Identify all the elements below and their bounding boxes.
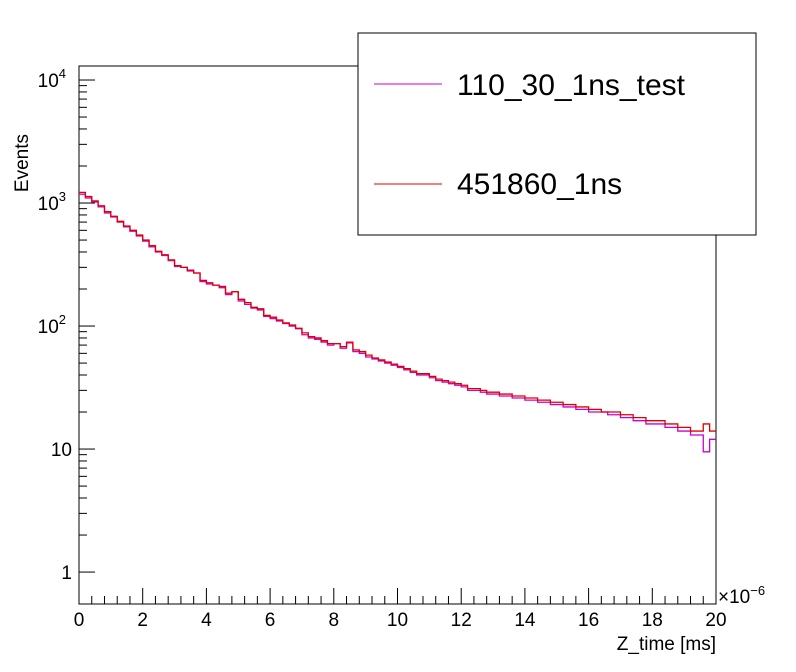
- legend-label-451860_1ns: 451860_1ns: [457, 168, 622, 201]
- x-tick-label: 18: [642, 610, 663, 631]
- y-tick-label: 10: [51, 440, 72, 461]
- y-tick-label: 104: [38, 66, 66, 92]
- x-tick-label: 0: [74, 610, 85, 631]
- series-451860_1ns: [79, 191, 716, 432]
- legend-box: [357, 32, 757, 236]
- x-tick-label: 10: [387, 610, 408, 631]
- legend: 110_30_1ns_test 451860_1ns: [357, 32, 757, 236]
- y-tick-label: 103: [38, 189, 66, 215]
- x-tick-label: 6: [265, 610, 276, 631]
- y-axis: 1 10 102 103 104: [38, 66, 95, 584]
- x-tick-label: 16: [578, 610, 599, 631]
- x-tick-label: 12: [451, 610, 472, 631]
- x-tick-label: 4: [201, 610, 212, 631]
- x-tick-label: 8: [329, 610, 340, 631]
- x-tick-label: 2: [137, 610, 148, 631]
- series-layer: [79, 191, 716, 453]
- y-axis-label: Events: [12, 134, 33, 192]
- x-exponent-label: ×10−6: [718, 583, 765, 608]
- x-tick-label: 20: [705, 610, 726, 631]
- x-tick-label: 14: [514, 610, 536, 631]
- legend-label-110_30_1ns_test: 110_30_1ns_test: [457, 69, 686, 102]
- y-tick-label: 1: [61, 563, 72, 584]
- x-axis: 0 2 4 6 8 10 12 14 16 18 20: [74, 588, 727, 631]
- y-tick-label: 102: [38, 312, 66, 338]
- x-axis-label: Z_time [ms]: [617, 634, 716, 655]
